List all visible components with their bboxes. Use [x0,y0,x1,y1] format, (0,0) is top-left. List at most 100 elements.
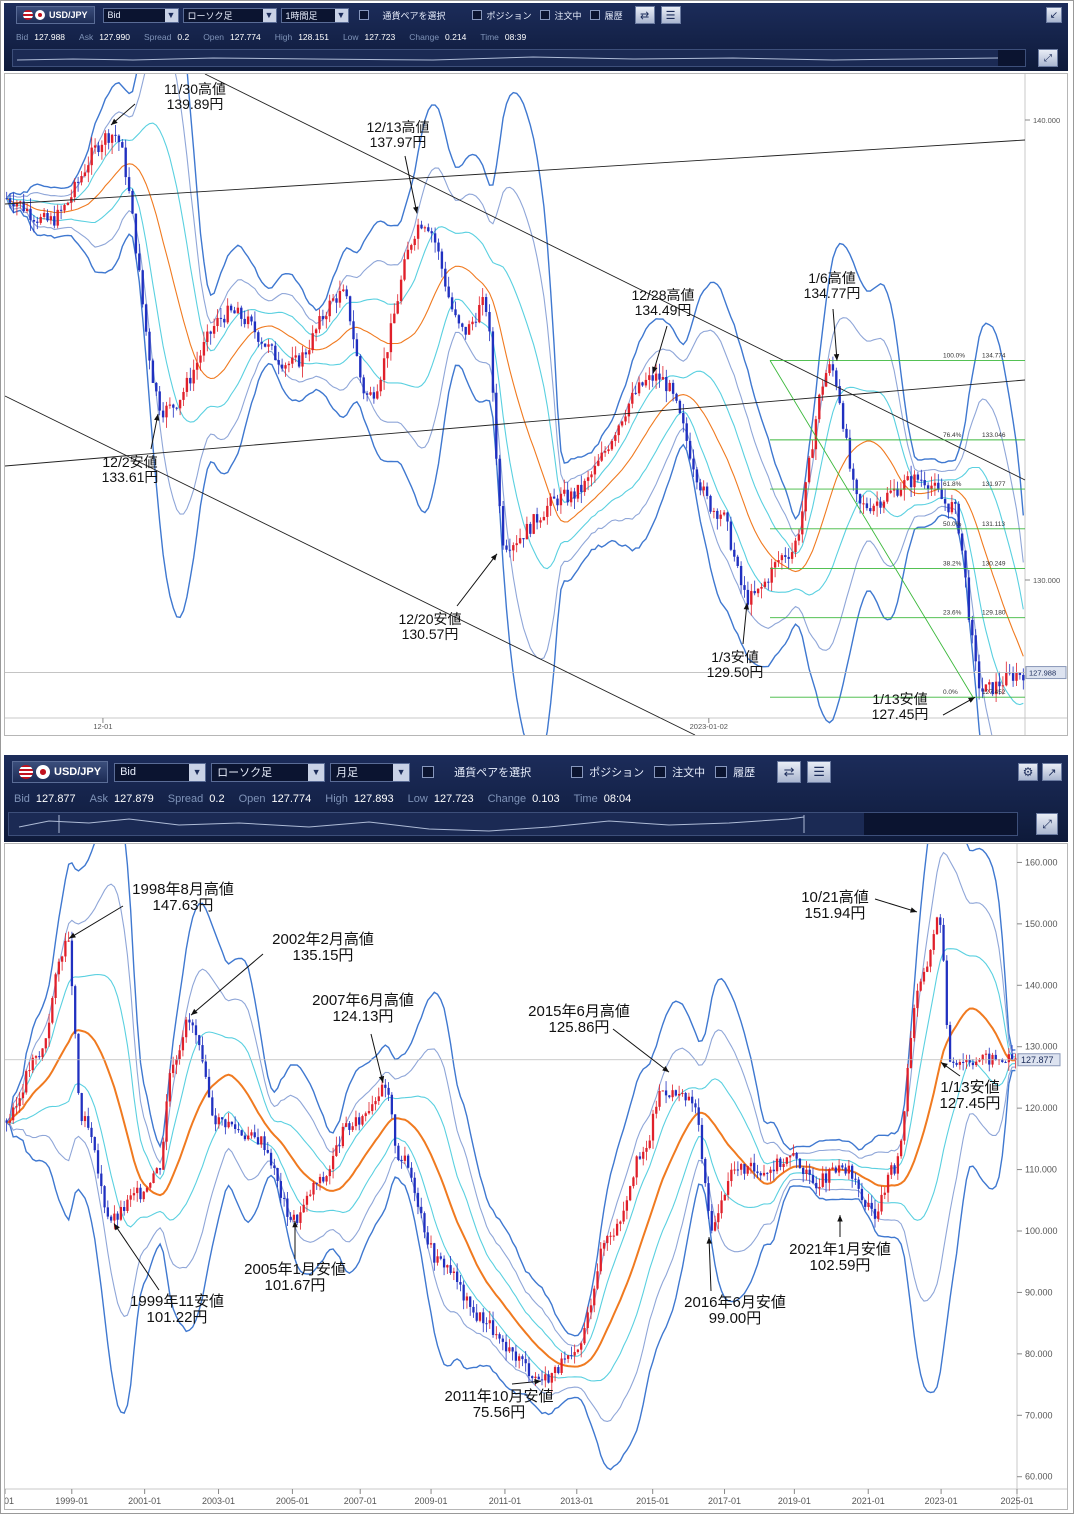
candle-body [450,297,454,310]
navigator-range[interactable] [9,813,864,835]
candle-body [19,201,22,204]
select-pair-checkbox[interactable] [358,10,369,20]
fibonacci-level-value: 130.249 [982,561,1006,568]
candle-body [880,1194,883,1212]
select-pair-toggle[interactable]: 通貨ペアを選択 [422,764,531,780]
price-type-select[interactable]: Bid ▼ [114,762,207,782]
candle-body [699,482,702,491]
position-checkbox[interactable] [471,10,482,20]
expand-chart-button[interactable]: ⤢ [1036,813,1058,835]
candle-body [929,949,932,967]
expand-chart-button[interactable]: ⤢ [1038,49,1058,67]
candle-body [873,1208,877,1219]
chart-settings-button[interactable]: ⇄ [777,761,802,783]
spread-value: 0.2 [177,32,190,42]
select-pair-checkbox[interactable] [422,766,435,778]
time-value: 08:39 [504,32,527,42]
collapse-icon[interactable]: ↙ [1046,7,1062,23]
candle-body [1001,685,1005,687]
open-label: Open [203,32,224,42]
history-checkbox[interactable] [715,766,728,778]
candle-body [677,1093,681,1096]
hourly-candlestick-chart[interactable]: 140.000 130.000 12-01 2023-01-02 127.988 100.… [4,0,1067,848]
candle-body [619,1221,622,1224]
candle-body [691,1096,694,1104]
candle-body [471,321,474,325]
orders-checkbox[interactable] [654,766,667,778]
candle-body [396,301,399,314]
price-tick-label: 120.000 [1025,1103,1058,1113]
popout-icon[interactable]: ↗ [1042,763,1062,781]
hourly-chart-panel: USD/JPY Bid ▼ ローソク足 ▼ 1時間足 ▼ 通貨ペアを選択 ポジシ… [4,0,1068,848]
orders-toggle[interactable]: 注文中 [539,9,582,22]
orders-checkbox[interactable] [539,10,550,20]
chart-type-select[interactable]: ローソク足 ▼ [211,762,326,782]
pair-selector[interactable]: USD/JPY [12,761,109,783]
timeframe-select[interactable]: 月足 ▼ [330,762,411,782]
annotation-price: 75.56円 [473,1404,526,1421]
chart-list-button[interactable]: ☰ [660,6,681,24]
candle-body [818,1186,821,1189]
candle-body [743,585,746,590]
candle-body [539,520,542,523]
timeframe-select[interactable]: 1時間足 ▼ [280,7,349,23]
candle-body [824,1173,828,1183]
candle-body [968,1059,971,1063]
candle-body [287,363,291,366]
chart-type-value: ローソク足 [217,767,273,779]
position-toggle[interactable]: ポジション [571,764,644,780]
candle-body [124,147,127,178]
candle-body [675,393,678,401]
history-toggle[interactable]: 履歴 [589,9,623,22]
candle-body [882,501,886,508]
bollinger-upper-1sigma [6,122,1024,610]
candle-body [634,392,637,394]
timeframe-value: 月足 [336,767,359,779]
price-type-select[interactable]: Bid ▼ [102,7,179,23]
chart-settings-button[interactable]: ⇄ [634,6,655,24]
candle-body [720,1200,723,1214]
candle-body [746,589,750,605]
candle-body [129,1195,132,1200]
candle-body [877,1211,880,1219]
candle-body [189,377,192,384]
candle-body [227,1121,230,1128]
high-value: 128.151 [298,32,329,42]
candle-body [462,1284,465,1301]
chart-navigator[interactable] [8,812,1018,836]
candle-body [919,981,922,991]
pair-selector[interactable]: USD/JPY [16,6,95,24]
select-pair-toggle[interactable]: 通貨ペアを選択 [358,9,446,22]
candle-body [844,1167,847,1174]
history-checkbox[interactable] [589,10,600,20]
chart-navigator[interactable] [12,49,1026,67]
chart-list-button[interactable]: ☰ [807,761,832,783]
candle-body [739,565,743,586]
history-toggle[interactable]: 履歴 [715,764,755,780]
candle-body [328,300,331,317]
candle-body [416,1192,420,1207]
candle-body [798,1158,802,1168]
candle-body [790,552,794,559]
orders-toggle[interactable]: 注文中 [654,764,705,780]
candle-body [899,1140,903,1157]
candle-body [705,486,709,496]
candle-body [511,1347,514,1352]
monthly-candlestick-chart[interactable]: 160.000 150.000 140.000 130.000 120.000 110.0… [0,752,1067,1509]
candle-body [779,1158,782,1167]
candle-body [797,534,801,541]
orders-label: 注文中 [672,767,706,779]
position-checkbox[interactable] [571,766,584,778]
ask-value: 127.990 [99,32,130,42]
candle-body [642,1151,645,1159]
chart-type-select[interactable]: ローソク足 ▼ [182,7,277,23]
hourly-chart-area[interactable]: 140.000 130.000 12-01 2023-01-02 127.988 100.… [4,0,1068,848]
position-toggle[interactable]: ポジション [471,9,532,22]
candle-body [525,523,529,540]
candle-body [671,382,675,394]
candle-body [362,377,365,394]
candle-body [126,1199,129,1211]
candle-body [12,202,15,207]
monthly-chart-area[interactable]: 160.000 150.000 140.000 130.000 120.000 110.0… [0,752,1068,1510]
gear-icon[interactable]: ⚙ [1018,763,1038,781]
